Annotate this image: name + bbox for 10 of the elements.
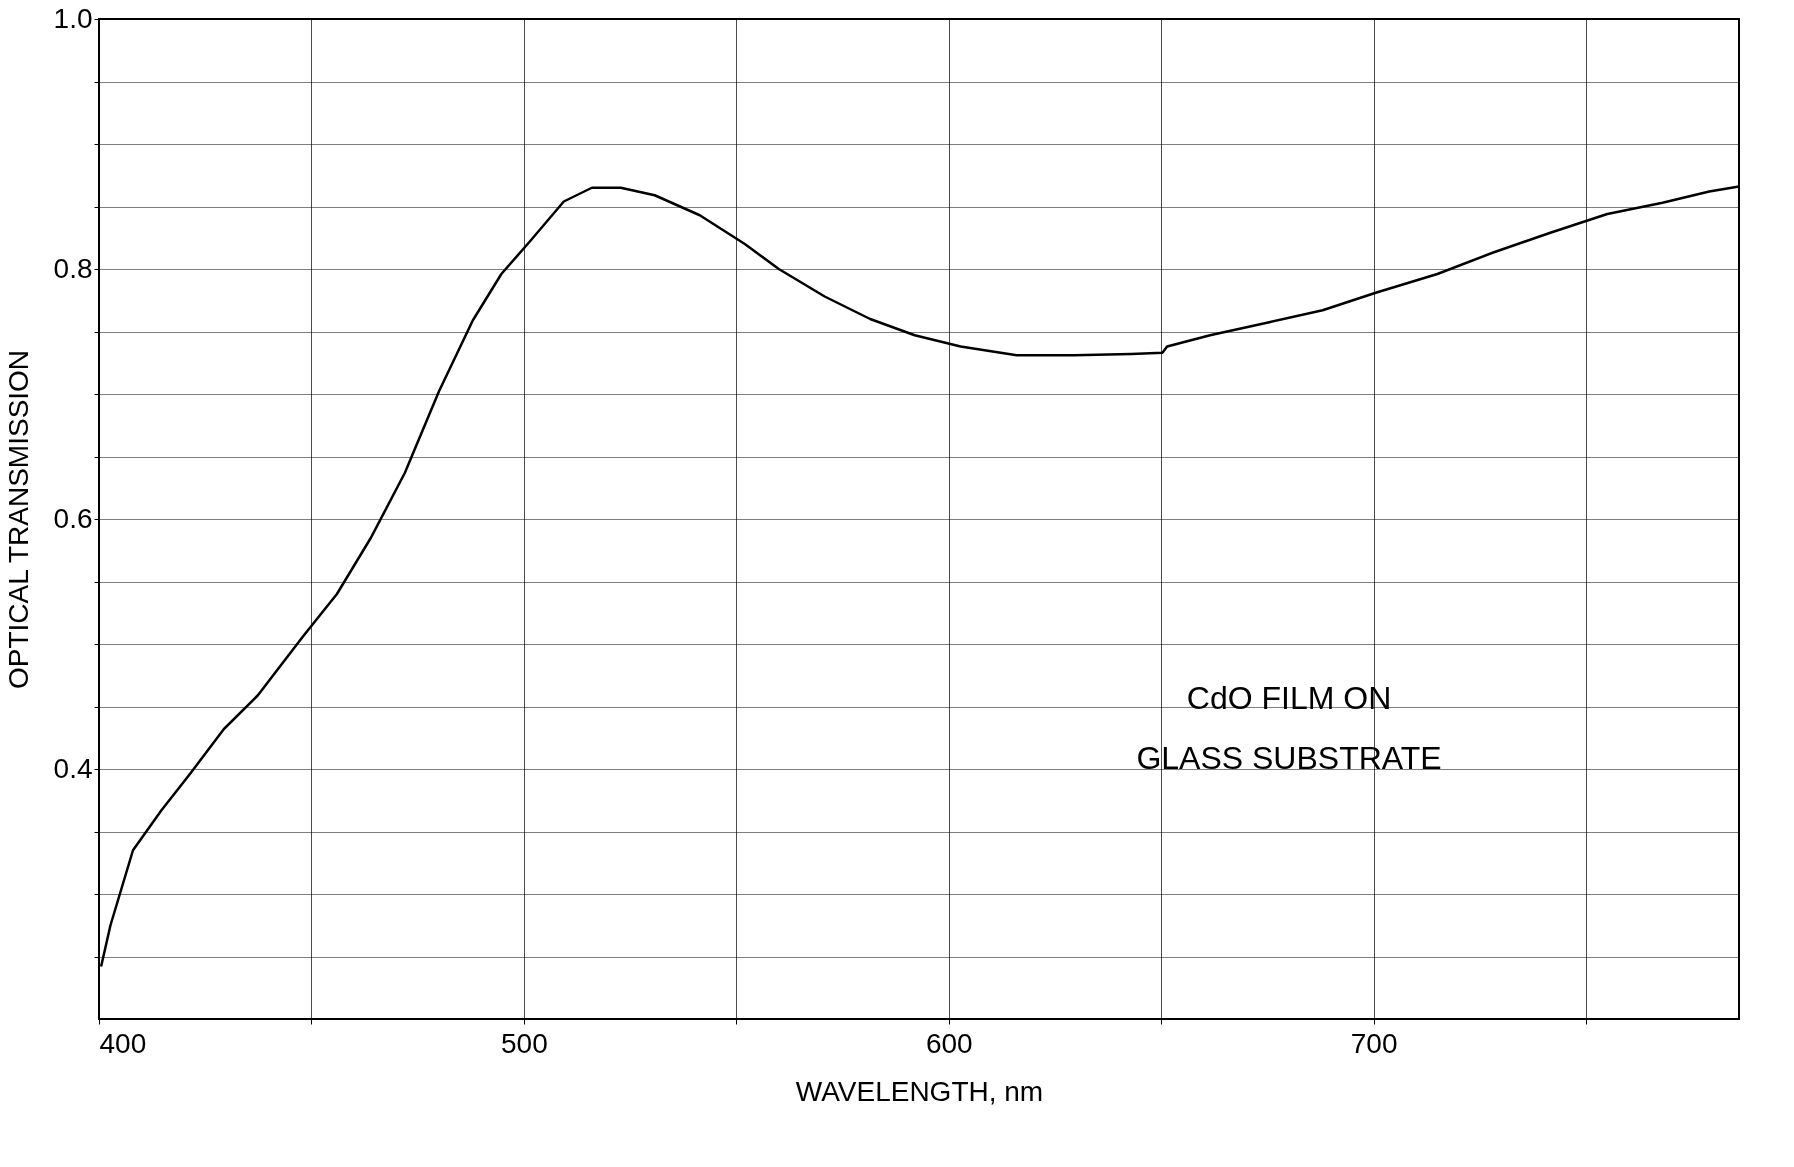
x-tick-label: 600 (925, 1027, 973, 1059)
x-axis-title: WAVELENGTH, nm (795, 1075, 1044, 1107)
y-tick-label: 0.6 (53, 502, 93, 534)
y-axis-title: OPTICAL TRANSMISSION (2, 349, 34, 690)
y-tick-label: 0.4 (53, 752, 93, 784)
y-tick-label: 0.8 (53, 252, 93, 284)
y-tick-label: 1.0 (53, 2, 93, 34)
x-tick-label: 700 (1350, 1027, 1398, 1059)
x-tick-label: 500 (501, 1027, 548, 1059)
x-tick-label: 400 (99, 1027, 147, 1059)
